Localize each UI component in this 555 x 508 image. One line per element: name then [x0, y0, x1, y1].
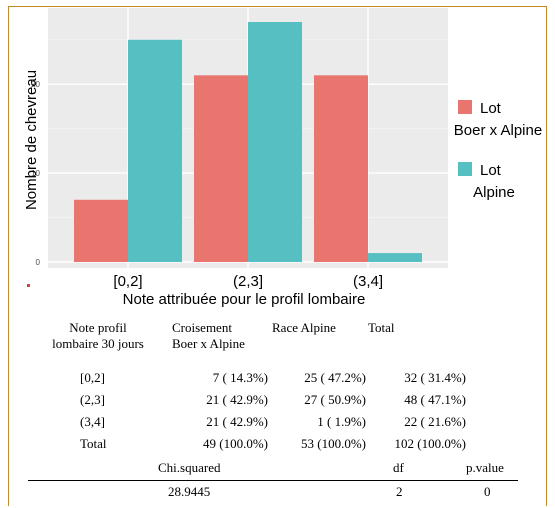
table-cell: 21 ( 42.9%) — [206, 392, 268, 407]
header-note-line2: lombaire 30 jours — [52, 336, 144, 351]
table-header-note: Note profil lombaire 30 jours — [38, 320, 158, 352]
table-cell: 27 ( 50.9%) — [304, 392, 366, 407]
figure-frame — [8, 6, 547, 506]
chi-value-df: 2 — [396, 484, 403, 499]
bar-alpine-1 — [248, 22, 302, 262]
y-tick-label: 20 — [31, 80, 40, 89]
bar-alpine-2 — [368, 253, 422, 262]
legend: Lot Boer x Alpine Lot Alpine — [454, 100, 542, 201]
chi-header-pvalue: p.value — [466, 460, 504, 475]
x-tick-label: [0,2] — [113, 273, 142, 290]
bar-chart: 0 10 20 [0,2] (2,3] (3,4] Nombre de chevreau… — [23, 8, 542, 308]
row-label: Total — [80, 436, 107, 451]
x-axis-label: Note attribuée pour le profil lombaire — [123, 291, 366, 308]
legend-label-line1: Lot — [480, 100, 502, 117]
table-cell: 32 ( 31.4%) — [404, 370, 466, 385]
legend-swatch — [458, 162, 472, 176]
bar-boer-x-alpine-2 — [314, 75, 368, 262]
table-header-total: Total — [368, 320, 395, 335]
x-tick-label: (3,4] — [353, 273, 383, 290]
header-croisement-line2: Boer x Alpine — [172, 336, 245, 351]
table-header-alpine: Race Alpine — [272, 320, 336, 335]
x-tick-label: (2,3] — [233, 273, 263, 290]
table-cell: 102 (100.0%) — [394, 436, 467, 451]
row-label: (3,4] — [80, 414, 105, 429]
table-cell: 22 ( 21.6%) — [404, 414, 466, 429]
bar-alpine-0 — [128, 39, 182, 263]
table-cell: 48 ( 47.1%) — [404, 392, 466, 407]
y-axis-label: Nombre de chevreau — [23, 70, 40, 210]
legend-swatch — [458, 100, 472, 114]
table-cell: 7 ( 14.3%) — [212, 370, 268, 385]
chi-header-df: df — [393, 460, 404, 475]
header-croisement-line1: Croisement — [172, 320, 232, 335]
red-dot-mark — [27, 284, 30, 287]
bar-boer-x-alpine-1 — [194, 75, 248, 262]
legend-label-line2: Alpine — [473, 184, 515, 201]
legend-label-line1: Lot — [480, 162, 502, 179]
table-cell: 49 (100.0%) — [203, 436, 268, 451]
table-cell: 53 (100.0%) — [301, 436, 366, 451]
row-label: [0,2] — [80, 370, 105, 385]
row-label: (2,3] — [80, 392, 105, 407]
table-cell: 21 ( 42.9%) — [206, 414, 268, 429]
table-header-croisement: Croisement Boer x Alpine — [172, 320, 272, 352]
chi-rule — [28, 480, 518, 481]
chi-header-stat: Chi.squared — [158, 460, 221, 475]
table-cell: 25 ( 47.2%) — [304, 370, 366, 385]
bars — [74, 22, 422, 263]
y-tick-labels: 0 10 20 — [31, 80, 40, 267]
y-tick-label: 10 — [31, 169, 40, 178]
x-tick-labels: [0,2] (2,3] (3,4] — [113, 273, 383, 290]
chi-value-pvalue: 0 — [484, 484, 491, 499]
header-note-line1: Note profil — [69, 320, 127, 335]
legend-label-line2: Boer x Alpine — [454, 122, 542, 139]
table-cell: 1 ( 1.9%) — [317, 414, 366, 429]
bar-boer-x-alpine-0 — [74, 199, 128, 262]
y-tick-label: 0 — [36, 258, 41, 267]
chi-value-stat: 28.9445 — [168, 484, 211, 499]
